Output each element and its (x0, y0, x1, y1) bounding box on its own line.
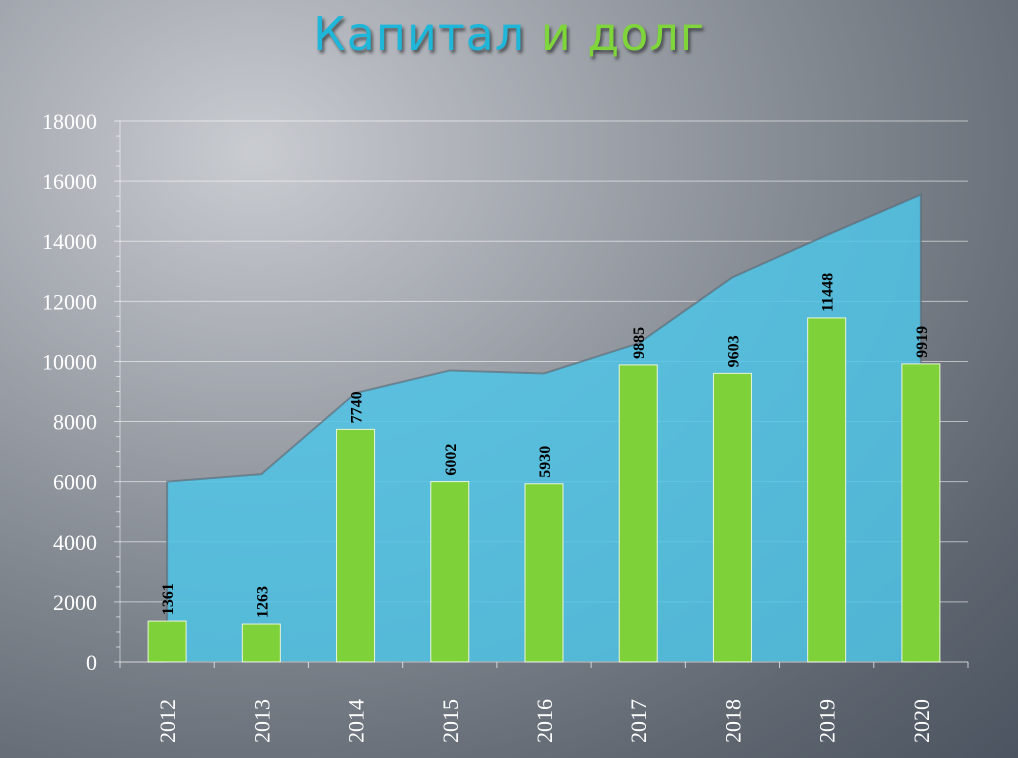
data-label: 7740 (349, 391, 366, 423)
y-tick-label: 2000 (53, 590, 97, 615)
y-tick-label: 8000 (53, 410, 97, 435)
x-tick-label: 2013 (249, 699, 274, 743)
data-label: 11448 (820, 273, 837, 312)
x-tick-label: 2018 (720, 699, 745, 743)
chart-title-part2: и долг (540, 7, 705, 61)
chart-title: Капитал и долг (0, 2, 1018, 66)
y-tick-label: 14000 (42, 229, 97, 254)
y-tick-label: 10000 (42, 349, 97, 374)
y-tick-label: 6000 (53, 470, 97, 495)
bar (336, 428, 376, 663)
x-tick-label: 2020 (909, 699, 934, 743)
y-tick-label: 0 (86, 650, 97, 675)
data-labels: 1361 1263 7740 6002 5930 9885 9603 11448 9919 (160, 273, 931, 618)
data-label: 9885 (631, 327, 648, 359)
data-label: 1361 (160, 583, 177, 615)
data-label: 6002 (443, 444, 460, 476)
x-tick-label: 2017 (626, 699, 651, 743)
data-label: 9919 (914, 326, 931, 358)
data-label: 5930 (537, 446, 554, 478)
bar (524, 483, 564, 663)
x-tick-label: 2014 (344, 699, 369, 743)
bar-series (147, 317, 941, 663)
axes: 0 2000 4000 6000 8000 10000 12000 14000 16000 180… (42, 109, 969, 743)
bar (712, 372, 752, 663)
bar (430, 481, 470, 663)
y-tick-label: 18000 (42, 109, 97, 134)
x-tick-label: 2012 (155, 699, 180, 743)
bar (901, 363, 941, 663)
y-tick-label: 12000 (42, 289, 97, 314)
x-tick-label: 2015 (438, 699, 463, 743)
bar (241, 623, 281, 663)
chart-title-part1: Капитал (313, 7, 526, 61)
y-tick-label: 4000 (53, 530, 97, 555)
bar (807, 317, 847, 663)
data-label: 9603 (725, 335, 742, 367)
data-label: 1263 (254, 586, 271, 618)
bar (147, 620, 187, 663)
y-tick-label: 16000 (42, 169, 97, 194)
x-tick-label: 2016 (532, 699, 557, 743)
x-tick-label: 2019 (815, 699, 840, 743)
bar (618, 364, 658, 663)
